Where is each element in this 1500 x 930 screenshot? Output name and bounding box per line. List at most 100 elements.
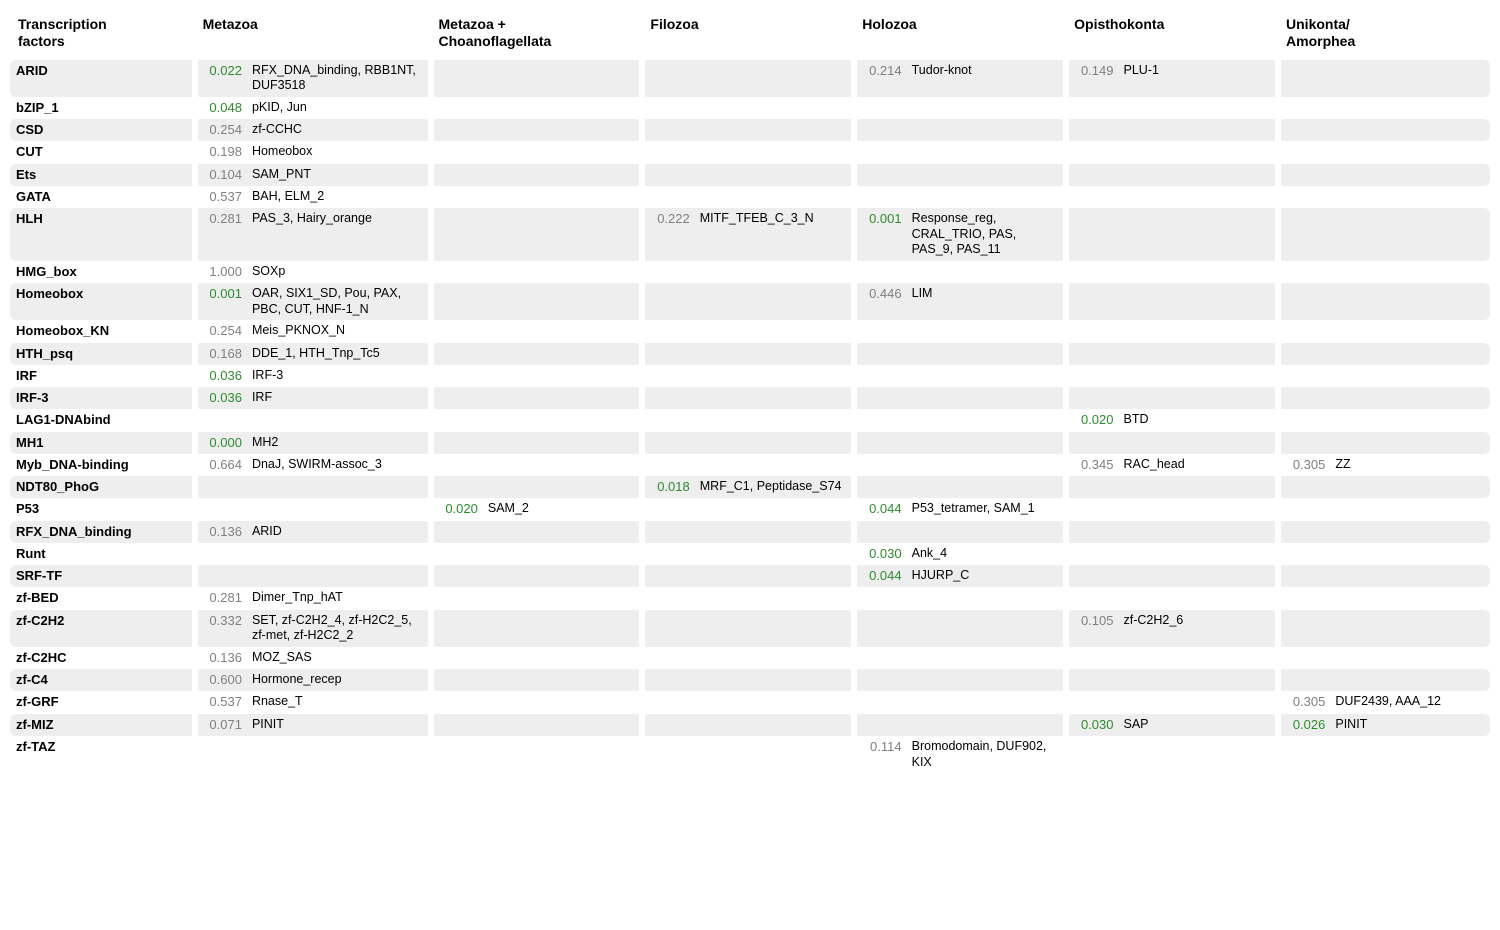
metachoano-label (482, 736, 643, 773)
metachoano-label (482, 320, 643, 342)
holozoa-value (854, 320, 905, 342)
unikonta-value (1278, 565, 1329, 587)
filozoa-label (694, 432, 855, 454)
holozoa-value: 0.114 (854, 736, 905, 773)
holozoa-value (854, 119, 905, 141)
unikonta-label (1329, 141, 1490, 163)
unikonta-value (1278, 208, 1329, 261)
filozoa-label (694, 587, 855, 609)
filozoa-label (694, 669, 855, 691)
metazoa-label: OAR, SIX1_SD, Pou, PAX, PBC, CUT, HNF-1_… (246, 283, 431, 320)
metazoa-label: SAM_PNT (246, 164, 431, 186)
col-opistho: Opisthokonta (1066, 10, 1278, 60)
table-row: ARID0.022RFX_DNA_binding, RBB1NT, DUF351… (10, 60, 1490, 97)
col-filozoa: Filozoa (642, 10, 854, 60)
filozoa-label (694, 565, 855, 587)
unikonta-value (1278, 736, 1329, 773)
filozoa-label (694, 498, 855, 520)
unikonta-label (1329, 565, 1490, 587)
metachoano-label (482, 164, 643, 186)
holozoa-label (906, 587, 1067, 609)
table-row: NDT80_PhoG 0.018MRF_C1, Peptidase_S74 (10, 476, 1490, 498)
metazoa-value: 0.104 (195, 164, 246, 186)
metazoa-value (195, 543, 246, 565)
metachoano-value (431, 97, 482, 119)
filozoa-value (642, 498, 693, 520)
holozoa-label (906, 261, 1067, 283)
unikonta-value (1278, 164, 1329, 186)
holozoa-label (906, 186, 1067, 208)
metazoa-label: BAH, ELM_2 (246, 186, 431, 208)
filozoa-label (694, 320, 855, 342)
opistho-label (1118, 343, 1279, 365)
tf-name: Homeobox_KN (10, 320, 195, 342)
opistho-label (1118, 647, 1279, 669)
metachoano-value (431, 610, 482, 647)
filozoa-value (642, 283, 693, 320)
opistho-value (1066, 141, 1117, 163)
opistho-value (1066, 543, 1117, 565)
holozoa-label (906, 387, 1067, 409)
metachoano-label (482, 432, 643, 454)
holozoa-value: 0.446 (854, 283, 905, 320)
unikonta-value (1278, 365, 1329, 387)
table-row: HTH_psq0.168DDE_1, HTH_Tnp_Tc5 (10, 343, 1490, 365)
metazoa-value: 0.332 (195, 610, 246, 647)
metachoano-label (482, 521, 643, 543)
metachoano-label (482, 387, 643, 409)
tf-name: zf-TAZ (10, 736, 195, 773)
unikonta-value (1278, 498, 1329, 520)
tf-name: IRF (10, 365, 195, 387)
table-row: MH10.000MH2 (10, 432, 1490, 454)
unikonta-label: DUF2439, AAA_12 (1329, 691, 1490, 713)
unikonta-label (1329, 186, 1490, 208)
unikonta-label (1329, 343, 1490, 365)
metachoano-value (431, 565, 482, 587)
table-row: zf-C2H20.332SET, zf-C2H2_4, zf-H2C2_5, z… (10, 610, 1490, 647)
opistho-value (1066, 736, 1117, 773)
filozoa-value (642, 454, 693, 476)
filozoa-value (642, 409, 693, 431)
tf-name: Ets (10, 164, 195, 186)
opistho-label (1118, 498, 1279, 520)
holozoa-value (854, 261, 905, 283)
metachoano-label (482, 691, 643, 713)
metachoano-label (482, 714, 643, 736)
unikonta-value (1278, 409, 1329, 431)
metachoano-label (482, 587, 643, 609)
holozoa-value (854, 97, 905, 119)
opistho-label (1118, 283, 1279, 320)
holozoa-value (854, 691, 905, 713)
opistho-label (1118, 186, 1279, 208)
opistho-label (1118, 476, 1279, 498)
unikonta-value (1278, 343, 1329, 365)
opistho-value (1066, 119, 1117, 141)
opistho-value: 0.149 (1066, 60, 1117, 97)
unikonta-label (1329, 365, 1490, 387)
opistho-label: BTD (1118, 409, 1279, 431)
metachoano-label (482, 365, 643, 387)
metachoano-label (482, 647, 643, 669)
table-row: zf-TAZ 0.114Bromodomain, DUF902, KIX (10, 736, 1490, 773)
metachoano-value (431, 691, 482, 713)
unikonta-label (1329, 736, 1490, 773)
metazoa-value: 1.000 (195, 261, 246, 283)
metazoa-value: 0.281 (195, 208, 246, 261)
opistho-value: 0.020 (1066, 409, 1117, 431)
metazoa-label: zf-CCHC (246, 119, 431, 141)
unikonta-value (1278, 60, 1329, 97)
filozoa-value (642, 714, 693, 736)
filozoa-label (694, 164, 855, 186)
metazoa-label: RFX_DNA_binding, RBB1NT, DUF3518 (246, 60, 431, 97)
metachoano-value (431, 669, 482, 691)
holozoa-label (906, 647, 1067, 669)
filozoa-label (694, 736, 855, 773)
opistho-value (1066, 498, 1117, 520)
filozoa-value (642, 387, 693, 409)
table-row: IRF0.036IRF-3 (10, 365, 1490, 387)
tf-name: zf-BED (10, 587, 195, 609)
holozoa-label (906, 119, 1067, 141)
tf-name: CSD (10, 119, 195, 141)
table-row: IRF-30.036IRF (10, 387, 1490, 409)
unikonta-label (1329, 543, 1490, 565)
